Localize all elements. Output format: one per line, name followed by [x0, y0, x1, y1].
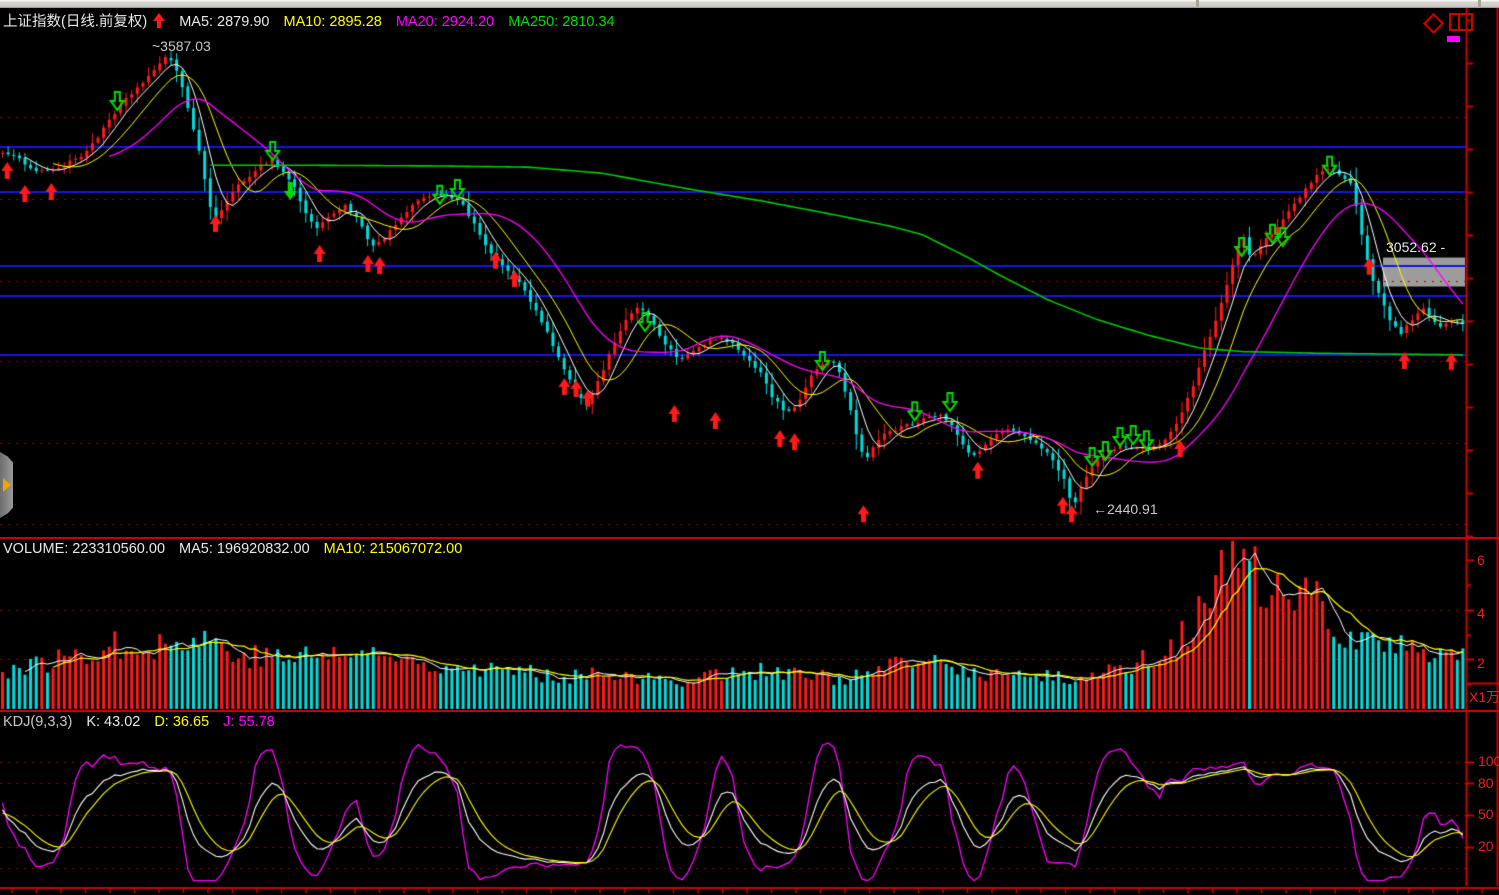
- volume-header: VOLUME: 223310560.00 MA5: 196920832.00 MA1…: [3, 541, 476, 557]
- kdj-axis-label-20: 20: [1478, 838, 1494, 854]
- panel-separator: [0, 710, 1499, 712]
- kdj-axis-label-80: 80: [1478, 775, 1494, 791]
- kdj-d-value: D: 36.65: [154, 714, 210, 730]
- expand-arrow-icon: [3, 478, 11, 492]
- panel-separator: [0, 537, 1499, 539]
- kdj-chart[interactable]: [0, 712, 1499, 888]
- volume-axis-label-2: 2: [1477, 655, 1485, 671]
- kdj-title: KDJ(9,3,3): [3, 714, 73, 730]
- volume-ma5-value: MA5: 196920832.00: [179, 541, 310, 557]
- toolbar-bottom-strip: [0, 0, 1499, 8]
- volume-axis-label-6: 6: [1477, 552, 1485, 568]
- time-axis: [0, 886, 1499, 893]
- kdj-j-value: J: 55.78: [223, 714, 275, 730]
- main-chart-header: 上证指数(日线.前复权) MA5: 2879.90 MA10: 2895.28 MA2…: [3, 10, 629, 31]
- kdj-axis-label-100: 100: [1478, 753, 1499, 769]
- toolbar-separator: [1478, 0, 1481, 8]
- last-price-tag: 3052.62 -: [1386, 239, 1446, 255]
- volume-chart[interactable]: [0, 539, 1499, 710]
- instrument-title: 上证指数(日线.前复权): [3, 14, 148, 30]
- volume-unit-label: X1万: [1469, 689, 1499, 705]
- ma250-value: MA250: 2810.34: [508, 14, 615, 30]
- main-candlestick-chart[interactable]: [0, 8, 1499, 537]
- ma5-value: MA5: 2879.90: [179, 14, 270, 30]
- volume-value: VOLUME: 223310560.00: [3, 541, 166, 557]
- ma10-value: MA10: 2895.28: [283, 14, 382, 30]
- magenta-position-marker: [1447, 36, 1460, 42]
- low-price-annotation: ←2440.91: [1093, 501, 1158, 517]
- split-window-icon[interactable]: [1449, 13, 1473, 31]
- high-price-annotation: ~3587.03: [152, 38, 211, 54]
- volume-ma10-value: MA10: 215067072.00: [323, 541, 463, 557]
- kdj-header: KDJ(9,3,3) K: 43.02 D: 36.65 J: 55.78: [3, 714, 289, 730]
- buy-signal-legend-icon: [153, 13, 166, 28]
- sidebar-expander-tab[interactable]: [0, 452, 13, 518]
- volume-axis-label-4: 4: [1477, 605, 1485, 621]
- kdj-k-value: K: 43.02: [86, 714, 141, 730]
- ma20-value: MA20: 2924.20: [395, 14, 495, 30]
- kdj-axis-label-50: 50: [1478, 806, 1494, 822]
- toolbar-separator: [1196, 0, 1199, 8]
